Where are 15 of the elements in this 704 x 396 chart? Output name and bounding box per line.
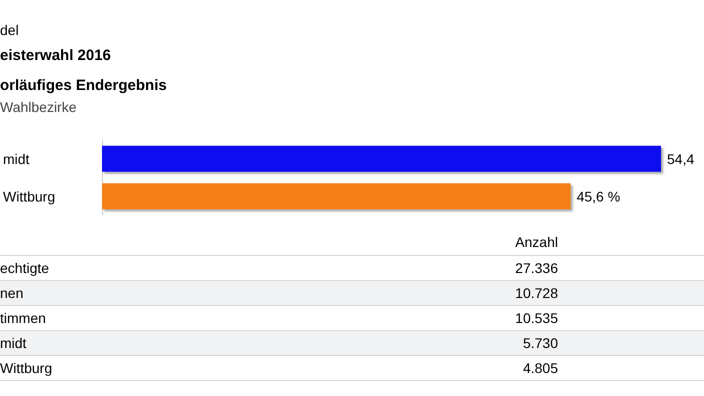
- text: echtigte: [0, 260, 50, 276]
- text: 4.805: [522, 360, 558, 376]
- chart-title: eisterwahl 2016: [0, 47, 111, 64]
- chart-subtitle: orläufiges Endergebnis: [0, 77, 167, 94]
- text: 27.336: [515, 260, 558, 276]
- data-label: 45,6 %: [576, 188, 620, 204]
- text: timmen: [0, 310, 46, 326]
- text: Wahlbezirke: [0, 99, 77, 115]
- text: nen: [0, 285, 24, 301]
- data-label: 54,4: [667, 150, 694, 167]
- text: 5.730: [522, 335, 558, 351]
- text: Anzahl: [515, 234, 558, 250]
- text: 10.535: [515, 310, 558, 326]
- text: 10.728: [515, 285, 558, 301]
- text: del: [0, 22, 19, 38]
